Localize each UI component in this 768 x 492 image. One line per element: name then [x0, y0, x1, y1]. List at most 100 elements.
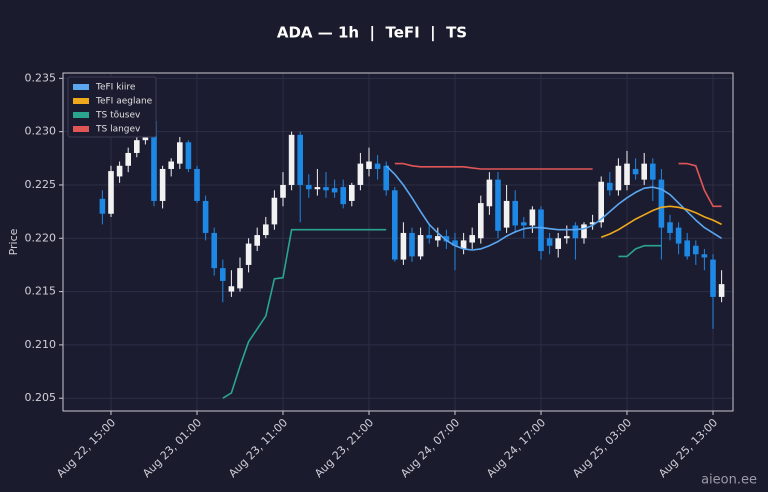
chart-title: ADA — 1h | TeFI | TS [277, 24, 467, 43]
candle-body [632, 168, 639, 175]
watermark: aieon.ee [701, 473, 757, 488]
candle-body [288, 134, 295, 185]
candle-body [374, 163, 381, 169]
candle-body [435, 236, 441, 241]
candle-body [271, 197, 278, 225]
legend-swatch [73, 98, 89, 104]
legend-label: TeFI aeglane [95, 97, 153, 107]
candle-body [159, 168, 166, 201]
candle-body [211, 232, 217, 269]
y-tick-label: 0.215 [25, 285, 57, 298]
candle-body [245, 243, 252, 265]
legend-swatch [73, 84, 89, 90]
y-tick-label: 0.210 [25, 338, 57, 351]
candle-body [108, 171, 114, 214]
candle-body [452, 240, 458, 246]
candle-body [340, 187, 346, 205]
candle-body [202, 200, 209, 233]
line-series [222, 228, 662, 399]
candle-body [297, 134, 303, 185]
candle-body [658, 179, 665, 228]
candle-body [306, 184, 312, 190]
candle-body [701, 254, 708, 258]
candle-body [460, 240, 467, 249]
candle-body [263, 224, 269, 236]
candle-body [710, 259, 716, 297]
candle-body [331, 188, 338, 193]
candle-body [538, 209, 544, 252]
y-tick-label: 0.230 [25, 125, 57, 138]
legend-swatch [73, 126, 89, 132]
candle-body [503, 200, 510, 228]
candle-body [641, 163, 647, 180]
candle-body [349, 184, 355, 201]
candle-body [667, 222, 673, 233]
candle-body [151, 120, 157, 201]
marks [99, 88, 725, 399]
candle-body [237, 268, 243, 289]
plot-area [63, 73, 733, 411]
candle-body [512, 200, 518, 226]
candle-body [693, 245, 699, 255]
candle-body [194, 168, 200, 201]
legend-label: TeFI kiire [95, 83, 136, 93]
y-tick-label: 0.235 [25, 71, 57, 84]
y-tick-label: 0.225 [25, 178, 57, 191]
candle-body [168, 161, 174, 169]
line-series [385, 165, 723, 251]
plot-frame [62, 72, 734, 412]
candle-body [125, 152, 131, 166]
candle-body [280, 184, 286, 198]
candle-body [357, 163, 364, 185]
candle-body [478, 203, 484, 239]
candle-body [185, 142, 192, 169]
candle-body [684, 240, 690, 257]
candle-body [417, 235, 424, 257]
candle-body [134, 140, 140, 153]
y-tick-label: 0.220 [25, 231, 57, 244]
candle-body [589, 222, 596, 225]
candle-body [615, 165, 622, 191]
y-tick-label: 0.205 [25, 391, 57, 404]
candle-body [116, 165, 123, 177]
candle-body [228, 286, 235, 292]
candle-body [409, 232, 415, 257]
legend-label: TS tõusev [95, 111, 141, 121]
legend-swatch [73, 112, 89, 118]
candle-body [675, 227, 682, 244]
candle-body [314, 187, 321, 190]
candle-body [546, 238, 553, 246]
candle-body [564, 236, 570, 239]
candle-body [177, 142, 183, 164]
candle-body [572, 225, 579, 239]
candle-body [521, 222, 527, 226]
y-axis-label: Price [7, 228, 20, 255]
candle-body [383, 165, 389, 191]
candle-body [718, 284, 725, 297]
candle-body [400, 232, 407, 260]
legend: TeFI kiire TeFI aeglane TS tõusev TS langev [67, 76, 157, 138]
candle-body [99, 198, 106, 214]
candle-body [555, 238, 561, 249]
candle-body [443, 236, 450, 242]
legend-box [67, 76, 157, 138]
candle-body [624, 163, 630, 185]
line-series [600, 205, 722, 238]
candle-body [495, 179, 501, 231]
candle-body [598, 181, 604, 223]
candle-body [220, 268, 226, 281]
candle-body [254, 235, 260, 246]
candle-body [581, 224, 587, 239]
candle-body [650, 163, 656, 180]
candle-body [426, 235, 432, 239]
candle-body [392, 190, 398, 260]
candle-body [529, 209, 536, 226]
candle-body [469, 235, 475, 243]
candle-body [366, 161, 372, 169]
legend-label: TS langev [95, 125, 141, 135]
candle-body [486, 179, 493, 207]
candle-body [607, 182, 613, 191]
candle-body [323, 187, 329, 191]
line-series [394, 162, 722, 208]
